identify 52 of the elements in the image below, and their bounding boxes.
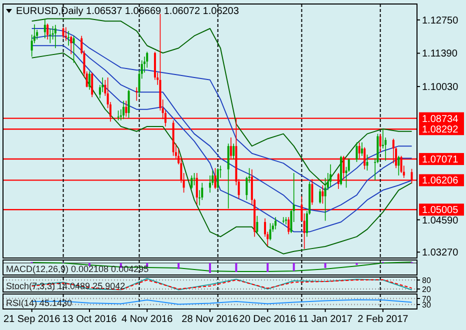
ref-line-label: 1.06206 xyxy=(422,176,459,187)
candlestick xyxy=(54,24,56,48)
candlestick xyxy=(216,168,219,190)
candlestick xyxy=(88,70,90,90)
x-tick-label: 21 Sep 2016 xyxy=(3,314,61,325)
candlestick xyxy=(128,89,130,118)
candlestick xyxy=(330,164,332,187)
candlestick xyxy=(227,143,230,209)
y-tick-label: 1.03270 xyxy=(422,248,459,259)
y-tick-label: 80 xyxy=(422,276,432,285)
candlestick xyxy=(288,216,290,235)
x-tick-label: 20 Dec 2016 xyxy=(239,314,296,325)
candlestick xyxy=(398,155,400,176)
ref-line-label: 1.07071 xyxy=(422,154,459,166)
candlestick xyxy=(232,143,235,160)
y-tick-label: 1.10030 xyxy=(422,82,459,94)
candlestick xyxy=(269,222,272,241)
y-tick-label: 1.12750 xyxy=(422,15,459,26)
candlestick xyxy=(44,18,46,39)
candlestick xyxy=(68,30,70,46)
ref-line-label: 1.05005 xyxy=(422,205,459,216)
candlestick xyxy=(122,100,125,120)
candlestick xyxy=(62,26,64,39)
y-tick-label: 20 xyxy=(422,284,432,294)
candlestick xyxy=(190,175,193,190)
ref-line-label: 1.08292 xyxy=(422,124,459,136)
x-tick-label: 28 Nov 2016 xyxy=(182,314,239,325)
candlestick xyxy=(70,35,72,55)
candlestick xyxy=(356,142,358,162)
candlestick xyxy=(64,26,67,42)
x-tick-label: 11 Jan 2017 xyxy=(298,314,353,325)
candlestick xyxy=(146,51,148,68)
x-tick-label: 13 Oct 2016 xyxy=(62,314,118,325)
x-tick-label: 4 Nov 2016 xyxy=(122,314,174,325)
candlestick xyxy=(256,215,258,234)
candlestick xyxy=(274,216,277,230)
ref-line-label: 1.08734 xyxy=(422,114,459,125)
candlestick xyxy=(284,216,287,225)
chart-title: EURUSD,Daily 1.06537 1.06669 1.06072 1.06203 xyxy=(16,6,240,17)
candlestick xyxy=(72,35,75,64)
y-tick-label: 1.04590 xyxy=(422,215,459,226)
candlestick xyxy=(117,110,120,121)
candlestick xyxy=(366,154,368,171)
candlestick xyxy=(49,28,52,44)
y-tick-label: 1.11390 xyxy=(422,48,458,60)
candlestick xyxy=(322,184,324,204)
candlestick xyxy=(360,142,363,156)
candlestick xyxy=(379,133,382,153)
candlestick xyxy=(319,188,322,204)
x-tick-label: 2 Feb 2017 xyxy=(358,314,409,325)
candlestick xyxy=(46,23,49,40)
candlestick xyxy=(91,72,94,98)
